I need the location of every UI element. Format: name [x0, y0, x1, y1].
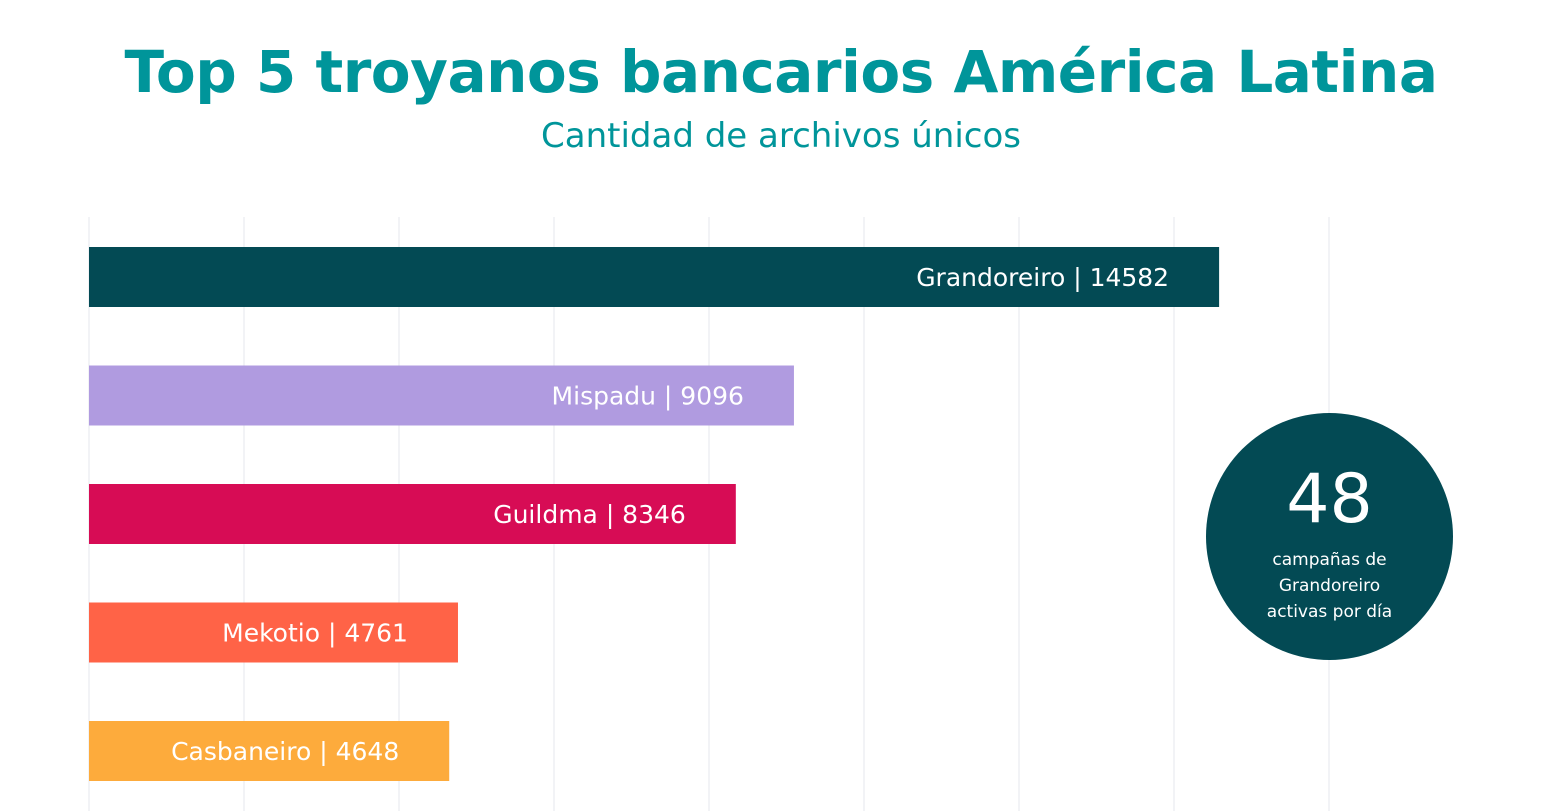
badge-caption-line: Grandoreiro: [1278, 576, 1381, 596]
bar-label: Casbaneiro | 4648: [171, 737, 399, 766]
chart-title: Top 5 troyanos bancarios América Latina: [124, 38, 1438, 106]
bar-label: Mispadu | 9096: [552, 382, 744, 411]
bar-label: Guildma | 8346: [493, 500, 686, 529]
bar-label: Mekotio | 4761: [222, 619, 408, 648]
campaigns-badge: 48 campañas de Grandoreiro activas por d…: [1206, 413, 1453, 660]
bar-guildma: [89, 484, 736, 544]
bar-casbaneiro: [89, 721, 450, 781]
badge-caption-line: activas por día: [1266, 602, 1393, 622]
badge-caption: campañas de Grandoreiro activas por día: [1226, 547, 1433, 625]
badge-caption-line: campañas de: [1272, 550, 1387, 570]
bar-mispadu: [89, 365, 794, 426]
badge-value: 48: [1286, 460, 1373, 539]
bars: [89, 247, 1220, 781]
bar-mekotio: [89, 602, 458, 663]
bar-grandoreiro: [89, 247, 1220, 307]
bar-label: Grandoreiro | 14582: [916, 263, 1169, 292]
bar-labels: Grandoreiro | 14582 Mispadu | 9096 Guildma…: [171, 263, 1169, 766]
chart-subtitle: Cantidad de archivos únicos: [541, 116, 1021, 156]
